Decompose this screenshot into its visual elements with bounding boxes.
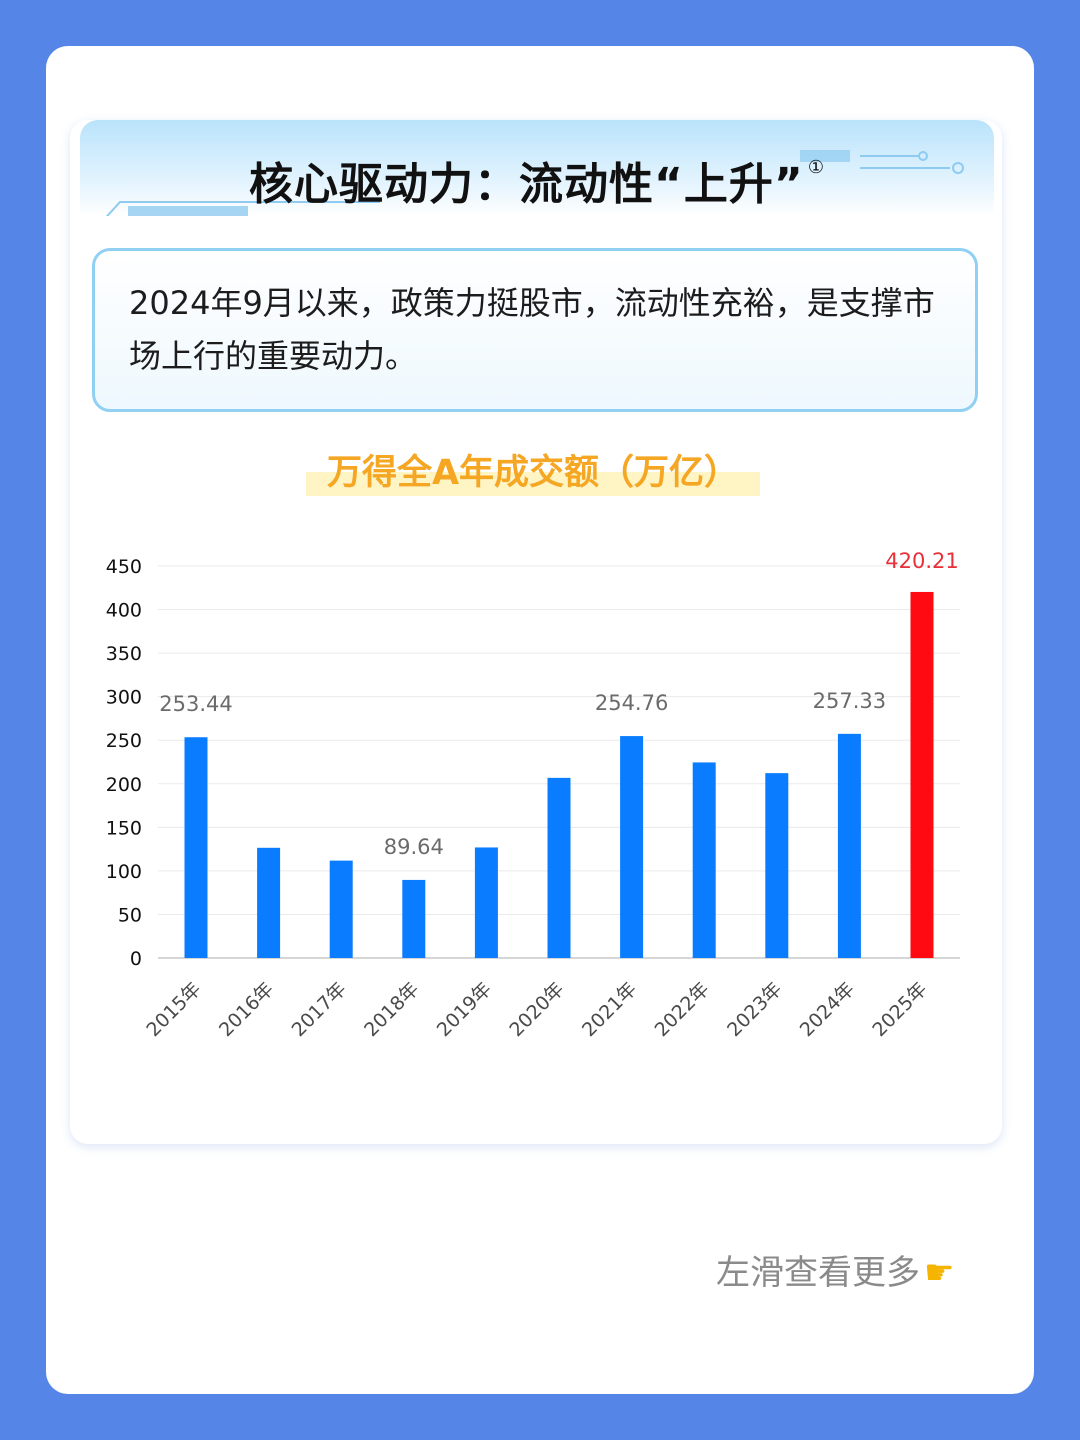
bar-2025年 <box>910 591 934 958</box>
y-tick-label: 400 <box>106 600 142 622</box>
data-labels: 253.44 89.64 254.76 257.33 420.21 <box>159 549 958 859</box>
chart-title: 万得全A年成交额（万亿） <box>306 450 760 496</box>
y-tick-label: 50 <box>118 904 142 926</box>
bar-2021年 <box>620 736 644 958</box>
x-tick-label: 2017年 <box>288 978 351 1041</box>
page-title-text: 核心驱动力：流动性“上升” <box>249 159 804 210</box>
y-tick-label: 350 <box>106 643 142 665</box>
y-tick-label: 450 <box>106 556 142 578</box>
bar-2018年 <box>402 879 426 958</box>
bar-2020年 <box>547 777 571 958</box>
bar-2022年 <box>692 762 716 958</box>
data-label-2024年: 257.33 <box>813 689 886 713</box>
chart-title-highlight <box>306 472 760 496</box>
x-tick-label: 2020年 <box>505 978 568 1041</box>
intro-box: 2024年9月以来，政策力挺股市，流动性充裕，是支撑市场上行的重要动力。 <box>92 248 978 412</box>
bar-2017年 <box>329 860 353 958</box>
y-tick-label: 250 <box>106 730 142 752</box>
y-tick-label: 100 <box>106 861 142 883</box>
info-panel: 核心驱动力：流动性“上升” ① 2024年9月以来，政策力挺股市，流动性充裕，是支… <box>70 120 1002 1144</box>
swipe-hint-text: 左滑查看更多 <box>716 1253 920 1293</box>
data-label-2025年: 420.21 <box>885 549 958 573</box>
data-label-2018年: 89.64 <box>384 835 444 859</box>
bars <box>184 591 934 958</box>
x-tick-label: 2019年 <box>433 978 496 1041</box>
data-label-2021年: 254.76 <box>595 691 668 715</box>
circuit-decoration <box>105 150 964 216</box>
data-label-2015年: 253.44 <box>159 692 232 716</box>
x-tick-label: 2022年 <box>651 978 714 1041</box>
x-tick-label: 2018年 <box>360 978 423 1041</box>
x-tick-label: 2015年 <box>142 978 205 1041</box>
x-axis-ticks: 2015年 2016年 2017年 2018年 2019年 2020年 2021年 2022年… <box>142 978 931 1041</box>
bar-2024年 <box>837 733 861 958</box>
x-tick-label: 2025年 <box>868 978 931 1041</box>
bar-2015年 <box>184 737 208 958</box>
x-tick-label: 2016年 <box>215 978 278 1041</box>
swipe-hint[interactable]: 左滑查看更多 ☛ <box>716 1248 986 1298</box>
footnote-mark: ① <box>807 157 825 178</box>
x-tick-label: 2021年 <box>578 978 641 1041</box>
y-tick-label: 0 <box>130 948 142 970</box>
title-banner: 核心驱动力：流动性“上升” ① <box>80 120 994 216</box>
bar-2016年 <box>257 847 281 958</box>
page-title: 核心驱动力：流动性“上升” ① <box>80 148 994 212</box>
y-axis-ticks: 0 50 100 150 200 250 300 350 400 450 <box>106 556 142 970</box>
x-tick-label: 2023年 <box>723 978 786 1041</box>
chart-title-text: 万得全A年成交额（万亿） <box>326 453 740 493</box>
bar-2019年 <box>474 847 498 958</box>
content-card: 核心驱动力：流动性“上升” ① 2024年9月以来，政策力挺股市，流动性充裕，是支… <box>46 46 1034 1394</box>
y-tick-label: 200 <box>106 774 142 796</box>
pointing-hand-icon: ☛ <box>924 1253 955 1293</box>
y-tick-label: 150 <box>106 817 142 839</box>
bar-2023年 <box>765 773 789 958</box>
intro-text: 2024年9月以来，政策力挺股市，流动性充裕，是支撑市场上行的重要动力。 <box>129 284 935 375</box>
y-tick-label: 300 <box>106 687 142 709</box>
x-tick-label: 2024年 <box>796 978 859 1041</box>
bar-chart: 253.44 89.64 254.76 257.33 420.21 0 50 100 150 2… <box>106 549 960 1041</box>
